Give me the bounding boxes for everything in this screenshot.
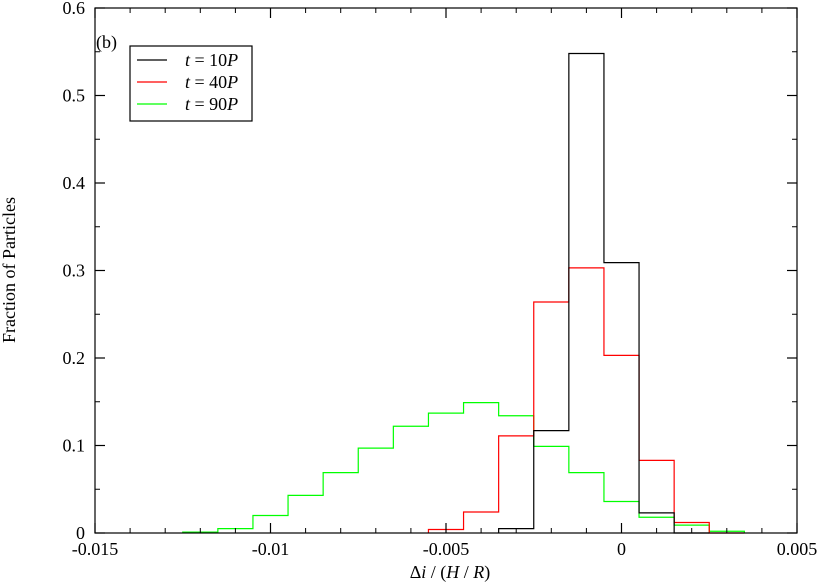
x-tick-label: -0.005 (423, 539, 470, 559)
x-tick-label: -0.01 (252, 539, 290, 559)
series-step-line-0 (498, 52, 710, 534)
series-layer (182, 52, 745, 534)
x-tick-label: -0.015 (72, 539, 119, 559)
legend: t = 10P t = 40P t = 90P (129, 45, 253, 122)
plot-frame (94, 7, 798, 534)
series-step-line-2 (182, 402, 745, 533)
ticks-layer: -0.015 -0.01 -0.005 0 0.005 0 0.1 0.2 0.3 0.4 0.5 0… (63, 0, 818, 559)
y-tick-label: 0.4 (63, 173, 86, 193)
legend-box (129, 45, 253, 122)
y-tick-label: 0.1 (63, 436, 86, 456)
y-axis-title: Fraction of Particles (0, 197, 19, 343)
legend-label-t90: t = 90P (185, 94, 238, 114)
x-tick-label: 0 (617, 539, 626, 559)
y-tick-label: 0.3 (63, 261, 86, 281)
x-axis-title: Δi / (H / R) (410, 562, 491, 583)
y-tick-label: 0.2 (63, 348, 86, 368)
y-tick-label: 0.5 (63, 86, 86, 106)
panel-label: (b) (96, 32, 117, 53)
x-tick-label: 0.005 (777, 539, 818, 559)
legend-label-t10: t = 10P (185, 50, 238, 70)
legend-label-t40: t = 40P (185, 72, 238, 92)
y-tick-label: 0.6 (63, 0, 86, 18)
y-tick-label: 0 (76, 523, 85, 543)
